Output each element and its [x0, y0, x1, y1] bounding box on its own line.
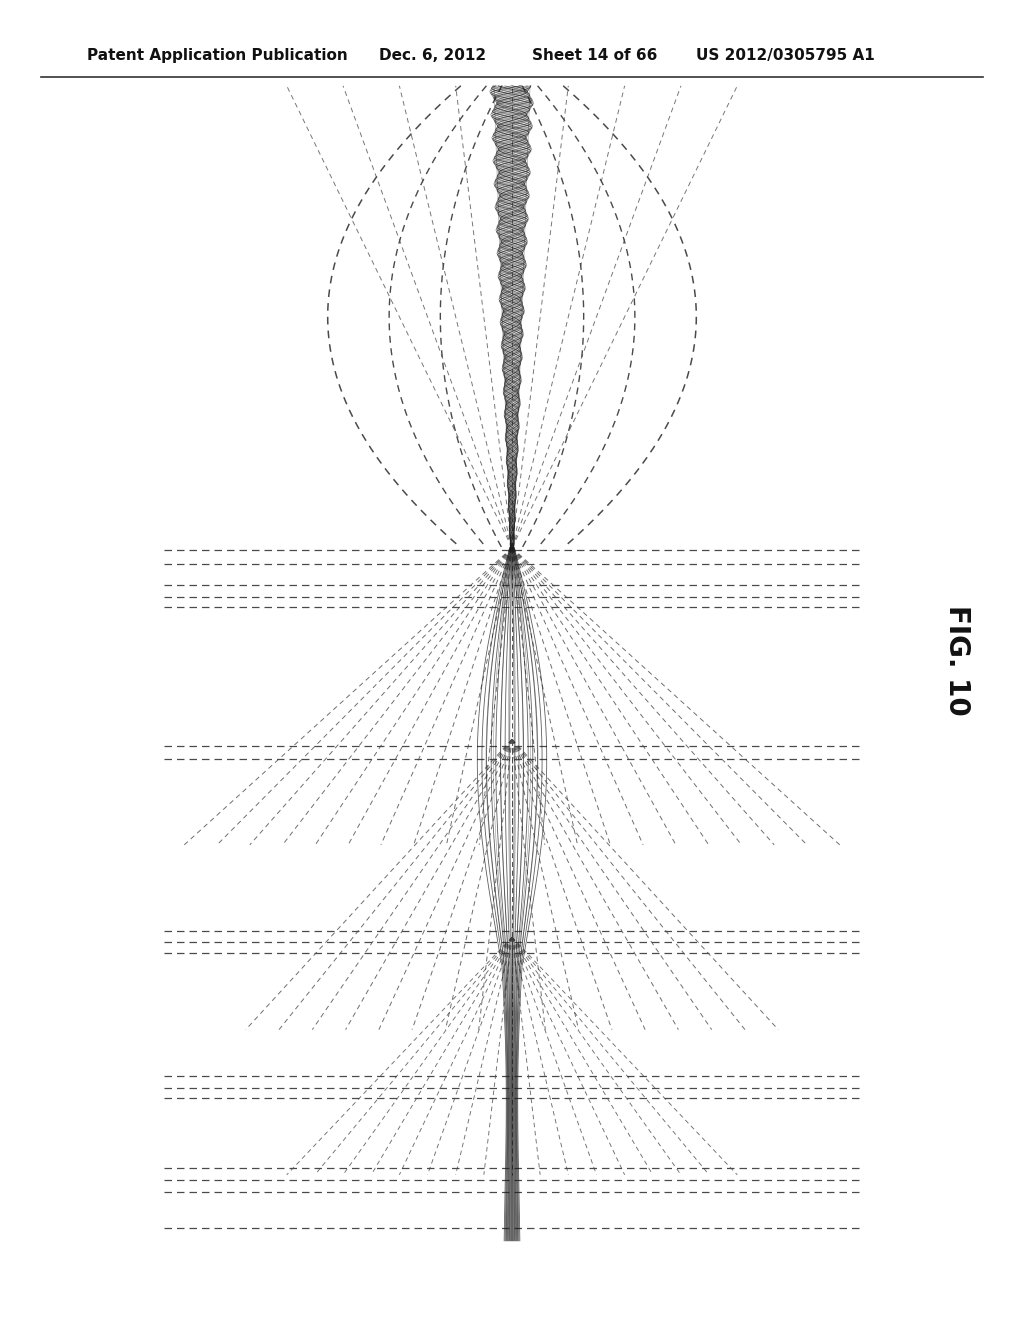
Text: US 2012/0305795 A1: US 2012/0305795 A1	[696, 48, 876, 63]
Text: FIG. 10: FIG. 10	[943, 605, 972, 715]
Text: Patent Application Publication: Patent Application Publication	[87, 48, 348, 63]
Text: Sheet 14 of 66: Sheet 14 of 66	[532, 48, 657, 63]
Text: Dec. 6, 2012: Dec. 6, 2012	[379, 48, 486, 63]
